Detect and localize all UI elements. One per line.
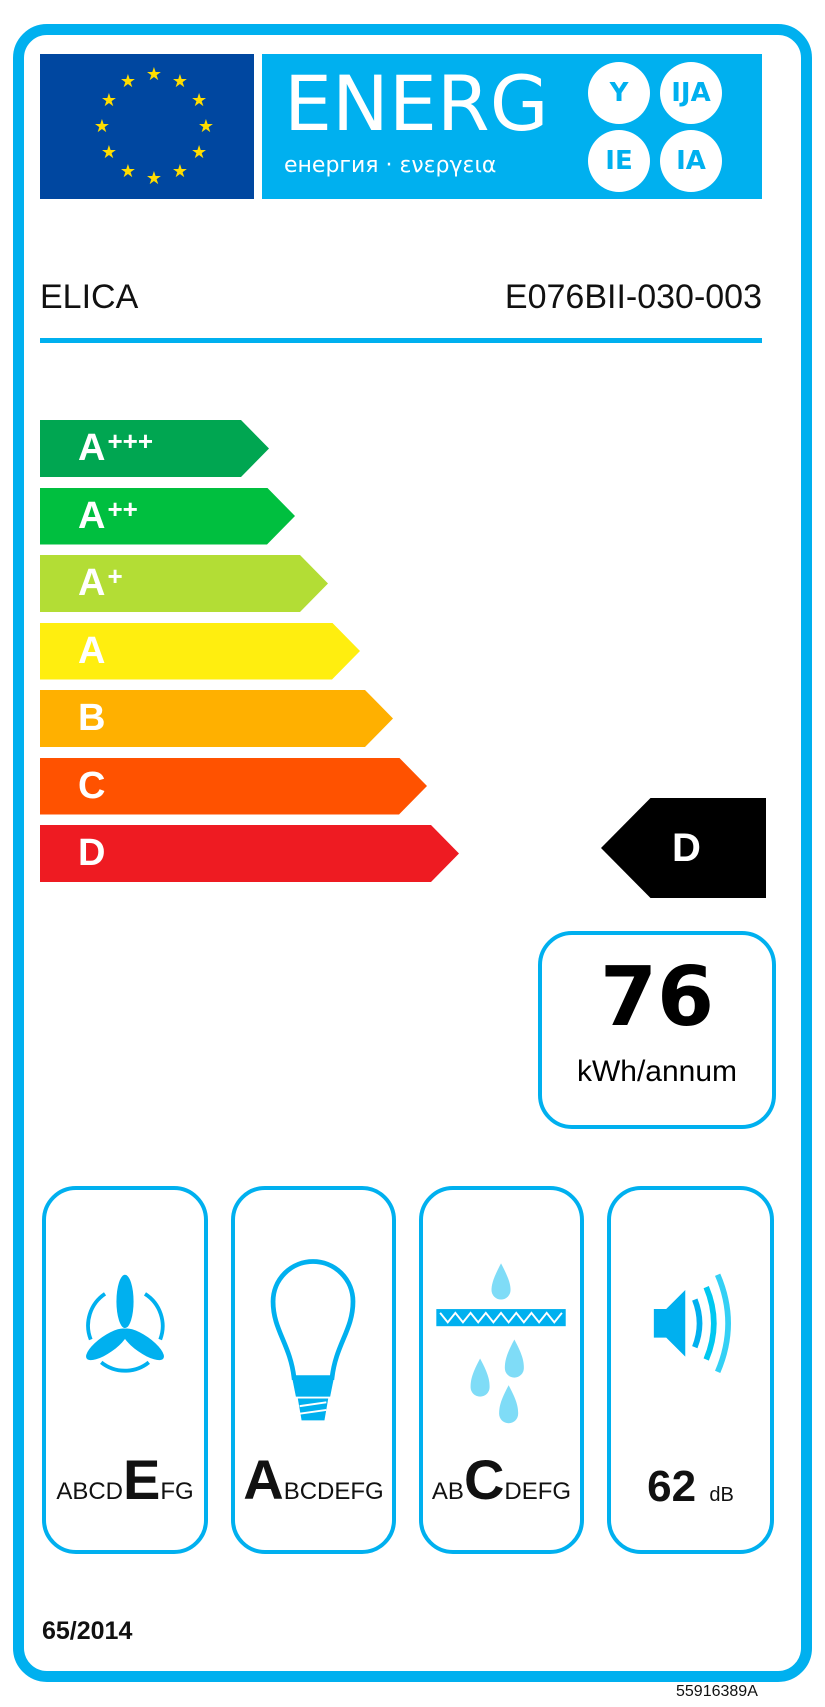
class-letter: A [78,494,106,537]
star-icon: ★ [191,142,207,162]
speaker-noise-icon [653,1273,731,1374]
noise-box: 62 dB [607,1186,774,1554]
consumption-unit: kWh/annum [576,1055,738,1088]
suffix-ie: IE [588,130,650,192]
star-icon: ★ [101,90,117,110]
star-icon: ★ [172,161,188,181]
class-letter: A [78,562,106,604]
class-letter: C [78,764,106,807]
light-bulb-icon [270,1259,356,1421]
energy-class-bar: D [40,825,459,882]
grease-filtering-efficiency-box: ABCDEFG [419,1186,584,1554]
class-letter: D [78,832,106,874]
eu-flag-icon: ★ ★ ★ ★ ★ ★ ★ ★ ★ ★ ★ ★ [40,54,254,199]
efficiency-scale: ABCDEFG [431,1448,572,1511]
energy-class-bar: C [40,758,427,815]
suffix-ia: IA [660,130,722,192]
fluid-dynamic-efficiency-box: ABCDEFG [42,1186,208,1554]
consumption-value: 76 [599,950,715,1045]
class-letter: B [78,697,106,739]
energy-header: ENERG енергия · ενεργεια Y IJA IE IA [262,54,762,199]
class-letter: A [78,629,106,672]
class-letter: A [78,427,106,469]
label-frame [13,24,812,1682]
star-icon: ★ [94,116,110,136]
star-icon: ★ [120,71,136,91]
class-plus: + [107,561,123,591]
star-icon: ★ [191,90,207,110]
star-icon: ★ [146,168,162,188]
star-icon: ★ [198,116,214,136]
label-code: 55916389A [676,1683,758,1700]
star-icon: ★ [101,142,117,162]
efficiency-scale: ABCDEFG [56,1448,194,1511]
divider [40,338,762,343]
energy-class-bar: B [40,690,393,747]
energy-class-bar: A+ [40,555,328,612]
energy-title: ENERG [284,59,549,148]
energy-class-bar: A+++ [40,420,269,477]
energy-consumption-box: 76 kWh/annum [538,931,776,1129]
star-icon: ★ [146,64,162,84]
star-icon: ★ [172,71,188,91]
fan-icon [86,1274,165,1373]
energy-subtitle: енергия · ενεργεια [284,153,497,178]
noise-value: 62 dB [647,1462,734,1511]
class-plus: +++ [107,426,154,456]
grease-filter-icon [436,1263,566,1424]
efficiency-scale: ABCDEFG [243,1448,384,1511]
energy-class-bar: A [40,623,360,680]
lighting-efficiency-box: ABCDEFG [231,1186,396,1554]
supplier-name: ELICA [40,278,139,316]
class-plus: ++ [107,493,138,524]
energy-class-bar: A++ [40,488,295,545]
suffix-ija: IJA [660,62,722,124]
suffix-y: Y [588,62,650,124]
regulation-number: 65/2014 [42,1617,133,1645]
star-icon: ★ [120,161,136,181]
model-identifier: E076BII-030-003 [504,278,762,316]
